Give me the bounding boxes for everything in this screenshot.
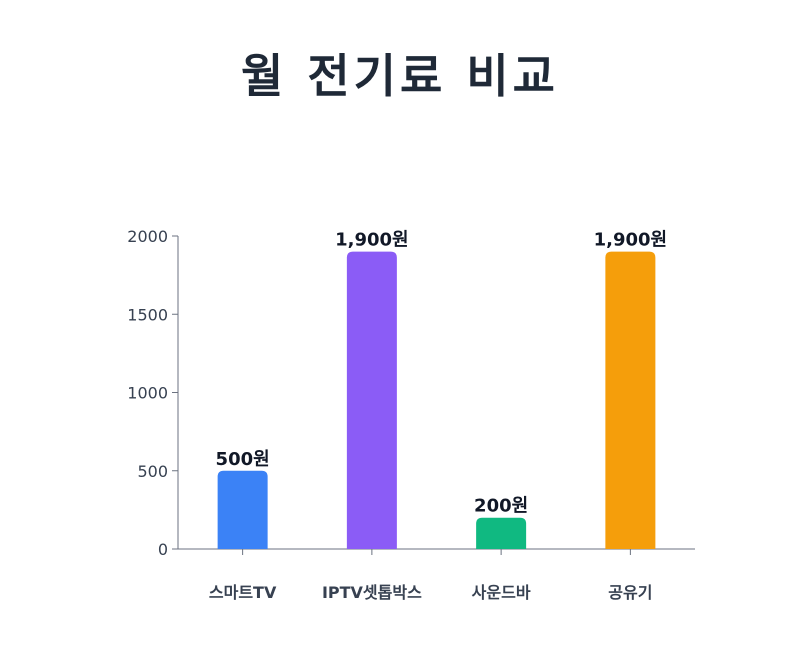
y-tick-label: 1000 xyxy=(127,384,168,403)
y-tick-label: 0 xyxy=(158,540,168,559)
data-label-2: 200원 xyxy=(474,496,528,517)
y-tick-label: 500 xyxy=(137,462,168,481)
x-tick-label-1: IPTV셋톱박스 xyxy=(322,583,422,602)
data-label-1: 1,900원 xyxy=(335,230,409,251)
bar-0 xyxy=(217,470,268,549)
bar-1 xyxy=(346,251,397,549)
chart-title: 월 전기료 비교 xyxy=(241,49,559,103)
y-tick-label: 2000 xyxy=(127,227,168,246)
bar-3 xyxy=(605,251,656,549)
x-tick-label-0: 스마트TV xyxy=(209,583,277,602)
data-label-3: 1,900원 xyxy=(594,230,668,251)
y-tick-label: 1500 xyxy=(127,305,168,324)
data-label-0: 500원 xyxy=(216,449,270,470)
x-tick-label-3: 공유기 xyxy=(608,583,652,602)
bar-2 xyxy=(476,517,527,549)
x-tick-label-2: 사운드바 xyxy=(472,583,531,602)
